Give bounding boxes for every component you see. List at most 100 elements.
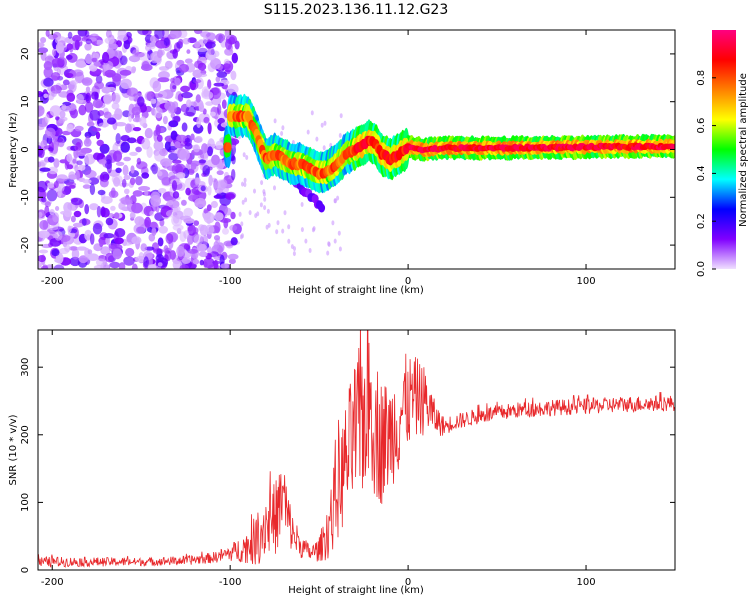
heatmap-cell: [211, 154, 220, 166]
heatmap-cell: [157, 77, 170, 83]
snr-ticks: -200 -100 0 100 0 100 200 300: [20, 330, 675, 588]
heatmap-cell: [275, 229, 279, 235]
heatmap-cell: [130, 165, 135, 174]
heatmap-cell: [78, 255, 89, 264]
heatmap-cell: [47, 156, 55, 163]
heatmap-cell: [163, 245, 169, 254]
heatmap-cell: [132, 190, 143, 197]
heatmap-cell: [137, 96, 145, 107]
heatmap-cell: [141, 138, 151, 150]
heatmap-cell: [203, 116, 210, 124]
heatmap-cell: [241, 199, 245, 205]
heatmap-cell: [69, 256, 81, 267]
heatmap-cell: [110, 205, 116, 211]
heatmap-cell: [111, 92, 121, 104]
heatmap-marks: [38, 30, 675, 269]
heatmap-cell: [224, 48, 234, 56]
heatmap-cell: [150, 221, 158, 229]
heatmap-cell: [59, 110, 66, 119]
heatmap-cell: [253, 188, 256, 194]
heatmap-cell: [222, 227, 229, 235]
heatmap-cell: [104, 69, 116, 78]
heatmap-cell: [169, 30, 182, 39]
y-tick-label: 0: [20, 146, 31, 152]
heatmap-cell: [210, 87, 222, 100]
snr-panel: -200 -100 0 100 0 100 200 300 Height of straigh…: [8, 329, 676, 596]
heatmap-cell: [38, 42, 45, 48]
heatmap-cell: [203, 212, 215, 224]
heatmap-cell: [263, 196, 267, 202]
heatmap-cell: [76, 246, 88, 251]
heatmap-cell: [266, 208, 270, 214]
heatmap-cell: [281, 228, 285, 234]
heatmap-cell: [84, 170, 97, 179]
heatmap-cell: [44, 127, 56, 139]
heatmap-cell: [66, 43, 74, 50]
y-tick-label: 200: [20, 425, 31, 444]
heatmap-cell: [38, 211, 43, 218]
heatmap-cell: [160, 127, 165, 133]
heatmap-cell: [85, 94, 90, 102]
heatmap-cell: [99, 240, 104, 248]
heatmap-cell: [204, 41, 216, 49]
heatmap-cell: [131, 202, 143, 214]
heatmap-cell: [221, 99, 227, 109]
heatmap-cell: [156, 134, 163, 142]
heatmap-cell: [95, 258, 106, 267]
heatmap-cell: [62, 79, 70, 86]
heatmap-cell: [131, 263, 138, 269]
heatmap-cell: [265, 224, 269, 230]
heatmap-cell: [160, 158, 173, 167]
heatmap-cell: [92, 223, 103, 235]
heatmap-cell: [171, 163, 183, 175]
heatmap-cell: [225, 193, 236, 201]
heatmap-cell: [105, 252, 115, 263]
heatmap-cell: [87, 249, 93, 255]
heatmap-cell: [202, 234, 208, 246]
heatmap-cell: [38, 261, 42, 269]
heatmap-cell: [213, 259, 219, 269]
heatmap-cell: [238, 211, 242, 217]
heatmap-cell: [193, 220, 200, 226]
heatmap-cell: [76, 149, 81, 157]
heatmap-cell: [144, 91, 154, 101]
heatmap-cell: [84, 101, 94, 113]
heatmap-cell: [89, 203, 99, 211]
heatmap-cell: [51, 57, 64, 68]
heatmap-cell: [158, 71, 170, 80]
heatmap-cell: [260, 180, 264, 186]
heatmap-cell: [310, 110, 314, 116]
heatmap-cell: [215, 140, 224, 150]
heatmap-cell: [210, 58, 222, 70]
heatmap-cell: [151, 227, 157, 237]
heatmap-cell: [227, 253, 239, 260]
heatmap-cell: [38, 230, 50, 239]
heatmap-cell: [154, 107, 163, 119]
x-tick-label: 0: [405, 577, 411, 588]
heatmap-cell: [129, 151, 138, 156]
heatmap-cell: [117, 34, 128, 42]
colorbar-tick-label: 0.2: [696, 213, 707, 229]
heatmap-cell: [224, 207, 232, 216]
heatmap-cell: [141, 64, 153, 71]
heatmap-cell: [230, 211, 236, 220]
heatmap-cell: [70, 215, 76, 223]
heatmap-cell: [84, 43, 92, 51]
heatmap-cell: [213, 241, 220, 250]
heatmap-cell: [71, 197, 83, 206]
heatmap-xlabel: Height of straight line (km): [288, 285, 424, 296]
heatmap-cell: [135, 176, 143, 186]
heatmap-cell: [66, 153, 73, 162]
heatmap-ylabel: Frequency (Hz): [8, 112, 19, 188]
heatmap-cell: [320, 122, 324, 128]
heatmap-cell: [44, 205, 50, 217]
heatmap-cell: [183, 218, 195, 224]
heatmap-cell: [96, 139, 104, 147]
heatmap-cell: [193, 123, 204, 134]
heatmap-cell: [103, 233, 115, 239]
heatmap-cell: [69, 246, 78, 251]
heatmap-cell: [115, 167, 122, 173]
heatmap-cell: [164, 60, 173, 69]
heatmap-cell: [231, 169, 236, 181]
